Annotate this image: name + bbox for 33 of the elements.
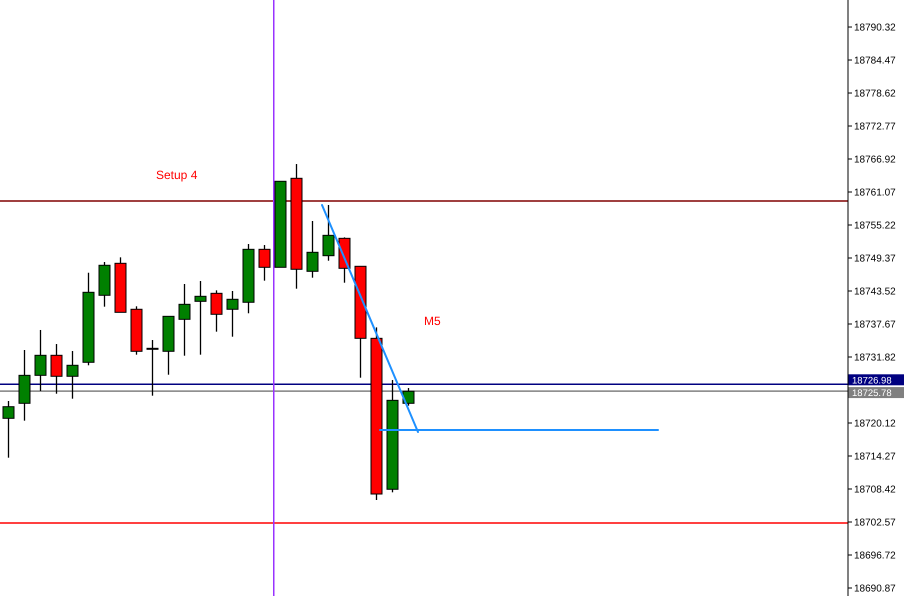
candlestick [306,220,318,278]
y-tick-label: 18737.67 [854,320,896,331]
y-tick-label: 18790.32 [854,22,896,34]
y-tick-label: 18702.57 [854,518,896,529]
candlestick [34,329,46,392]
y-tick-label: 18714.27 [854,452,896,463]
y-tick-label: 18761.07 [854,188,896,199]
annotation: Setup 4 [156,168,198,182]
y-tick-label: 18766.92 [854,154,896,166]
y-tick-label: 18708.42 [854,484,896,496]
candlestick [194,280,206,356]
y-tick-label: 18720.12 [854,418,896,430]
candlestick [258,244,270,282]
candlestick [146,339,158,396]
annotation: M5 [424,314,441,328]
y-tick-label: 18731.82 [854,352,896,364]
candlestick [226,290,238,338]
y-tick-label: 18784.47 [854,56,896,67]
candlestick [2,400,14,458]
y-tick-label: 18749.37 [854,254,896,265]
candlestick [210,290,222,332]
candlestick [50,343,62,394]
y-tick-label: 18755.22 [854,220,896,232]
ref-line-label: 18725.78 [852,388,892,400]
candlestick [322,204,334,262]
candlestick [178,283,190,356]
ref-line-label: 18726.98 [852,375,892,386]
y-tick-label: 18743.52 [854,286,896,298]
y-tick-label: 18772.77 [854,122,896,133]
y-tick-label: 18696.72 [854,550,896,562]
y-tick-label: 18778.62 [854,88,896,100]
candlestick [66,350,78,400]
y-tick-label: 18690.87 [854,584,896,595]
